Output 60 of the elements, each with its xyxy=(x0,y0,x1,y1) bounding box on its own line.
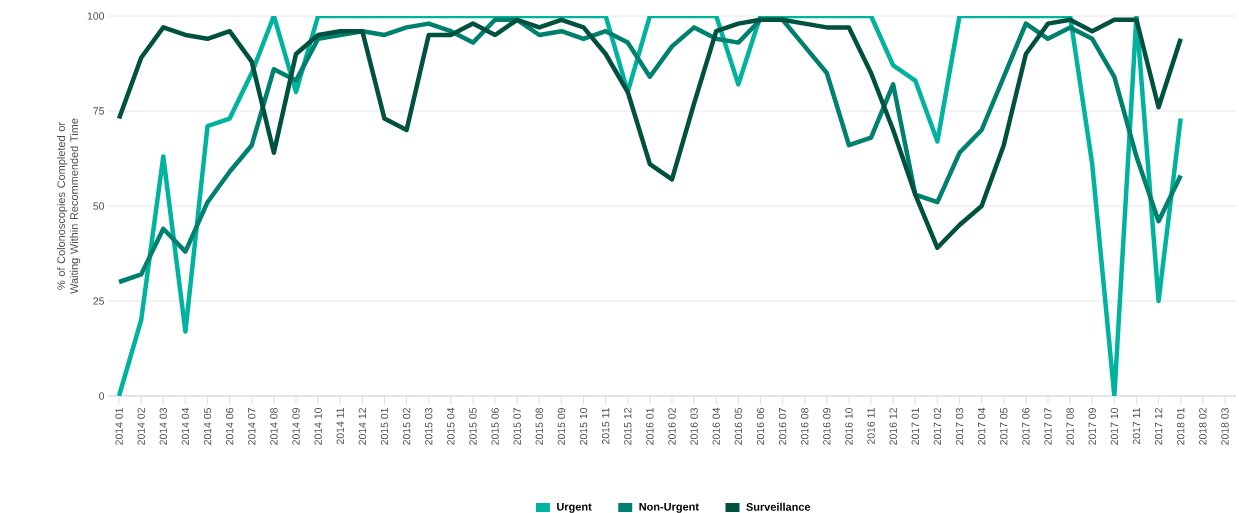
x-tick-label: 2017 10 xyxy=(1110,407,1119,445)
x-tick-label: 2018 02 xyxy=(1199,408,1207,445)
x-tick-label: 2017 06 xyxy=(1022,407,1030,445)
y-tick-label: 25 xyxy=(93,297,105,305)
x-tick-label: 2016 08 xyxy=(801,407,809,445)
x-tick-label: 2014 07 xyxy=(248,408,256,445)
x-tick-label: 2017 02 xyxy=(933,408,942,445)
x-tick-label: 2015 09 xyxy=(557,408,566,445)
legend-label: Non-Urgent xyxy=(639,503,699,513)
x-tick-label: 2016 01 xyxy=(646,408,654,445)
x-tick-label: 2014 11 xyxy=(336,408,344,445)
x-tick-label: 2015 04 xyxy=(447,407,455,445)
x-tick-label: 2015 10 xyxy=(579,407,588,445)
x-tick-label: 2015 02 xyxy=(402,408,411,445)
x-tick-label: 2015 05 xyxy=(469,407,477,445)
x-tick-label: 2017 04 xyxy=(977,407,986,445)
x-tick-label: 2014 01 xyxy=(115,408,123,445)
x-tick-label: 2017 01 xyxy=(911,408,919,445)
x-tick-label: 2015 08 xyxy=(535,407,543,445)
x-tick-label: 2016 04 xyxy=(712,407,720,445)
x-tick-label: 2017 08 xyxy=(1066,407,1074,445)
y-tick-label: 50 xyxy=(93,202,105,210)
y-tick-label: 100 xyxy=(87,12,105,20)
x-tick-label: 2016 06 xyxy=(756,407,765,445)
x-tick-label: 2016 09 xyxy=(823,408,831,445)
x-tick-label: 2014 12 xyxy=(358,408,367,445)
legend-label: Surveillance xyxy=(746,502,811,511)
x-tick-label: 2015 07 xyxy=(513,408,521,445)
x-tick-label: 2017 11 xyxy=(1132,408,1141,445)
x-tick-label: 2014 04 xyxy=(181,407,190,445)
x-tick-label: 2015 11 xyxy=(601,408,610,445)
x-tick-label: 2017 07 xyxy=(1044,408,1052,445)
x-tick-label: 2015 12 xyxy=(624,408,632,445)
x-tick-label: 2014 03 xyxy=(159,407,167,445)
x-tick-label: 2018 01 xyxy=(1177,408,1185,445)
x-tick-label: 2014 05 xyxy=(203,407,212,445)
x-tick-label: 2015 06 xyxy=(491,407,499,445)
x-tick-label: 2014 06 xyxy=(225,407,234,445)
x-tick-label: 2017 09 xyxy=(1088,408,1096,445)
x-tick-label: 2015 03 xyxy=(425,407,433,445)
x-tick-label: 2017 05 xyxy=(1000,407,1008,445)
x-tick-label: 2016 07 xyxy=(778,408,787,445)
x-tick-label: 2016 02 xyxy=(668,408,676,445)
x-tick-label: 2014 09 xyxy=(292,408,300,445)
x-tick-label: 2016 10 xyxy=(845,407,853,445)
legend-label: Urgent xyxy=(557,503,592,513)
x-tick-label: 2016 11 xyxy=(867,408,875,445)
x-tick-label: 2016 03 xyxy=(690,407,698,445)
x-tick-label: 2017 12 xyxy=(1154,408,1163,445)
x-tick-label: 2017 03 xyxy=(955,407,964,445)
y-tick-label: 75 xyxy=(93,107,105,115)
x-tick-label: 2018 03 xyxy=(1221,407,1229,445)
y-axis-title: % of Colonoscopies Completed or Waiting Within Recommended Time xyxy=(57,118,81,294)
x-tick-label: 2014 02 xyxy=(137,408,145,445)
x-tick-label: 2016 05 xyxy=(734,407,743,445)
x-tick-label: 2014 08 xyxy=(270,407,278,445)
x-tick-label: 2014 10 xyxy=(314,407,322,445)
x-tick-label: 2015 01 xyxy=(380,408,389,445)
x-tick-label: 2016 12 xyxy=(889,408,897,445)
y-tick-label: 0 xyxy=(99,392,105,400)
